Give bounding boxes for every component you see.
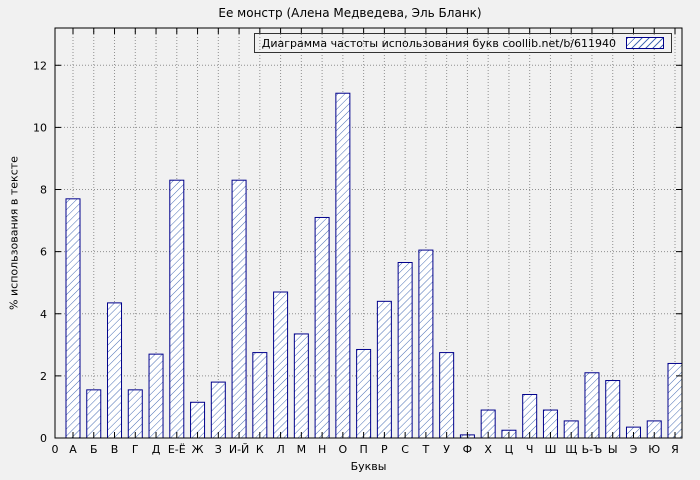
bar-К — [252, 352, 268, 439]
chart-title: Ее монстр (Алена Медведева, Эль Бланк) — [218, 6, 482, 20]
bar-И-Й — [231, 179, 247, 439]
x-tick-label: Щ — [565, 443, 577, 456]
bar-Р — [376, 300, 392, 439]
x-axis-label: Буквы — [350, 460, 387, 473]
x-tick-label: Е-Ё — [168, 443, 186, 456]
y-tick-label: 8 — [40, 184, 47, 197]
bar-М — [293, 333, 309, 439]
y-axis-label: % использования в тексте — [7, 156, 21, 310]
bar-Ы — [605, 380, 621, 439]
bar-О — [335, 92, 351, 439]
x-tick-label: А — [69, 443, 77, 456]
x-tick-label: Д — [152, 443, 161, 456]
x-tick-label: Ы — [608, 443, 618, 456]
x-tick-label: З — [215, 443, 222, 456]
x-tick-label: П — [359, 443, 367, 456]
x-tick-label: Ю — [648, 443, 660, 456]
y-tick-label: 6 — [40, 246, 47, 259]
x-origin-label: 0 — [52, 443, 59, 456]
x-tick-label: О — [339, 443, 348, 456]
x-tick-label: Х — [484, 443, 492, 456]
bar-Е-Ё — [169, 179, 185, 439]
bar-С — [397, 262, 413, 439]
legend-hatch-swatch-icon — [626, 37, 664, 49]
x-tick-label: В — [111, 443, 119, 456]
x-tick-label: Ь-Ъ — [582, 443, 603, 456]
x-tick-label: С — [401, 443, 409, 456]
y-tick-label: 12 — [33, 59, 47, 72]
x-tick-label: У — [443, 443, 450, 456]
x-tick-label: Ч — [526, 443, 534, 456]
x-tick-label: К — [256, 443, 264, 456]
x-tick-label: Л — [276, 443, 284, 456]
bar-В — [107, 302, 123, 439]
x-tick-label: Ц — [505, 443, 514, 456]
x-tick-label: М — [297, 443, 307, 456]
x-tick-label: Ш — [545, 443, 557, 456]
x-tick-label: Я — [671, 443, 679, 456]
bar-П — [356, 348, 372, 439]
y-tick-label: 0 — [40, 432, 47, 445]
x-tick-label: Г — [132, 443, 139, 456]
x-tick-label: Б — [90, 443, 98, 456]
bar-Б — [86, 389, 102, 439]
bar-Н — [314, 216, 330, 439]
x-tick-label: Ф — [463, 443, 472, 456]
bar-Ч — [522, 394, 538, 439]
bar-Ь-Ъ — [584, 372, 600, 439]
legend-label: Диаграмма частоты использования букв coo… — [261, 36, 616, 50]
bar-Я — [667, 362, 683, 439]
x-tick-label: И-Й — [229, 443, 249, 456]
legend-box: Диаграмма частоты использования букв coo… — [253, 33, 672, 53]
y-tick-label: 4 — [40, 308, 47, 321]
x-tick-label: Т — [422, 443, 430, 456]
x-tick-label: Э — [630, 443, 638, 456]
bar-У — [439, 352, 455, 439]
bar-А — [65, 198, 81, 439]
bar-Л — [273, 291, 289, 439]
plot-border — [54, 27, 683, 439]
bar-З — [210, 381, 226, 439]
y-tick-label: 2 — [40, 370, 47, 383]
bar-Д — [148, 353, 164, 439]
bars — [65, 92, 683, 439]
x-tick-label: Ж — [192, 443, 204, 456]
bar-Т — [418, 249, 434, 439]
x-tick-label: Н — [318, 443, 326, 456]
bar-Г — [127, 389, 143, 439]
x-tick-label: Р — [381, 443, 388, 456]
y-tick-label: 10 — [33, 121, 47, 134]
